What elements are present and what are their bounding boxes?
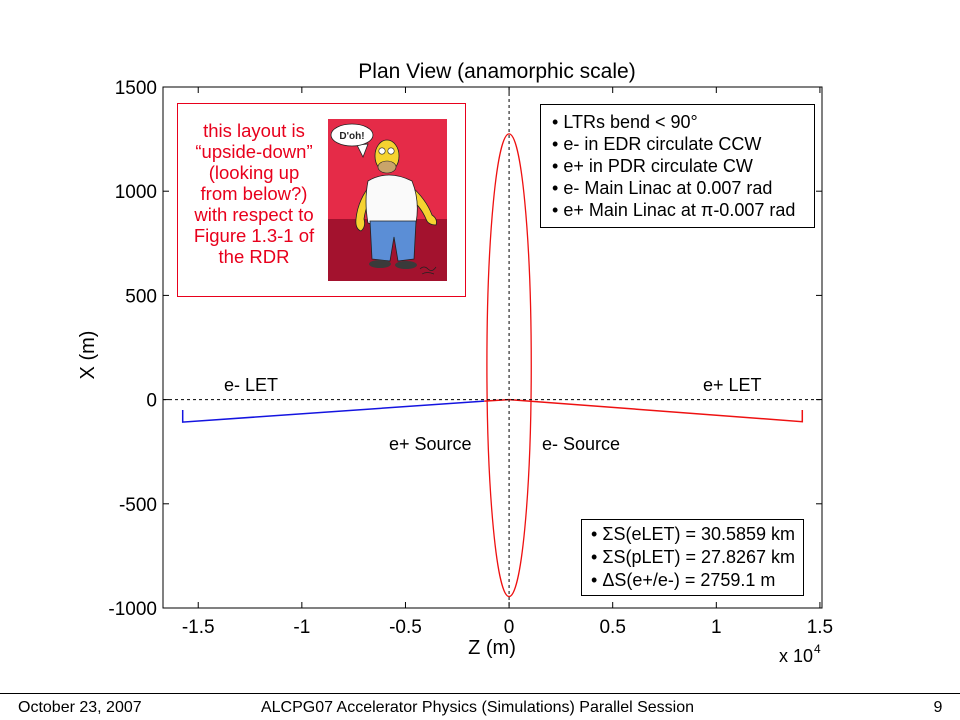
x-tick-label: -0.5: [389, 617, 422, 638]
chart-title: Plan View (anamorphic scale): [358, 60, 636, 83]
note-line: Figure 1.3-1 of: [193, 225, 315, 246]
plot-data-layer: [181, 133, 804, 598]
figure-shoe-right: [395, 261, 417, 269]
x-axis-multiplier-base: x 10: [779, 646, 814, 666]
x-tick-label: -1: [293, 617, 310, 638]
annotation-e-plus-let: e+ LET: [703, 375, 762, 395]
x-axis-multiplier-exponent: 4: [814, 642, 821, 656]
speech-bubble: D'oh!: [330, 123, 374, 158]
note-line: this layout is: [203, 120, 305, 141]
x-tick-label: 1: [711, 617, 722, 638]
homer-cartoon-image: D'oh!: [328, 119, 447, 281]
damping-ring-ellipse: [486, 133, 532, 598]
figure-eye-left: [378, 147, 386, 155]
info-box: LTRs bend < 90° e- in EDR circulate CCW …: [540, 104, 815, 228]
note-line: (looking up: [208, 162, 300, 183]
info-item: e- Main Linac at 0.007 rad: [552, 177, 814, 199]
y-tick-label: 0: [146, 391, 157, 412]
y-tick-label: 1500: [115, 78, 157, 99]
annotation-e-plus-source: e+ Source: [389, 434, 472, 454]
note-box: [177, 103, 466, 297]
speech-bubble-text: D'oh!: [339, 131, 364, 142]
x-tick-label: 1.5: [807, 617, 833, 638]
series-line-2: [509, 398, 804, 423]
summary-box: ΣS(eLET) = 30.5859 km ΣS(pLET) = 27.8267…: [581, 519, 804, 596]
y-tick-label: -500: [119, 495, 157, 516]
x-axis-multiplier: x 104: [779, 642, 821, 667]
y-tick-label: 500: [125, 286, 157, 307]
figure-eye-right: [387, 147, 395, 155]
summary-item: ΣS(pLET) = 27.8267 km: [591, 546, 803, 569]
info-item: e+ in PDR circulate CW: [552, 155, 814, 177]
summary-item: ΔS(e+/e-) = 2759.1 m: [591, 569, 803, 592]
figure-shirt: [365, 174, 418, 228]
annotation-e-minus-let: e- LET: [224, 375, 279, 395]
series-line-1: [484, 398, 510, 402]
figure-stubble: [377, 160, 397, 174]
x-axis-label: Z (m): [468, 637, 516, 659]
info-item: LTRs bend < 90°: [552, 111, 814, 133]
plot-frame: [162, 86, 823, 609]
y-axis-label: X (m): [77, 330, 99, 380]
artist-signature-scribble: [419, 266, 437, 275]
note-line: the RDR: [218, 246, 290, 267]
figure-shoe-left: [369, 260, 391, 268]
info-item: e- in EDR circulate CCW: [552, 133, 814, 155]
x-tick-label: 0: [504, 617, 515, 638]
y-tick-label: -1000: [108, 599, 157, 620]
note-text: this layout is “upside-down” (looking up…: [180, 120, 328, 267]
note-line: from below?): [200, 183, 308, 204]
summary-item: ΣS(eLET) = 30.5859 km: [591, 523, 803, 546]
series-line-0: [181, 400, 485, 423]
x-tick-label: -1.5: [182, 617, 215, 638]
annotation-e-minus-source: e- Source: [542, 434, 621, 454]
x-tick-label: 0.5: [599, 617, 625, 638]
y-tick-label: 1000: [115, 182, 157, 203]
footer-date: October 23, 2007: [18, 699, 142, 716]
figure-pants: [369, 220, 417, 262]
footer-page-number: 9: [933, 699, 943, 716]
note-line: “upside-down”: [195, 141, 313, 162]
info-item: e+ Main Linac at π-0.007 rad: [552, 199, 814, 221]
note-line: with respect to: [194, 204, 314, 225]
footer-divider: [0, 693, 960, 694]
cartoon-figure: [355, 139, 437, 269]
footer-session-title: ALCPG07 Accelerator Physics (Simulations…: [260, 699, 695, 716]
speech-bubble-body: [330, 123, 374, 147]
